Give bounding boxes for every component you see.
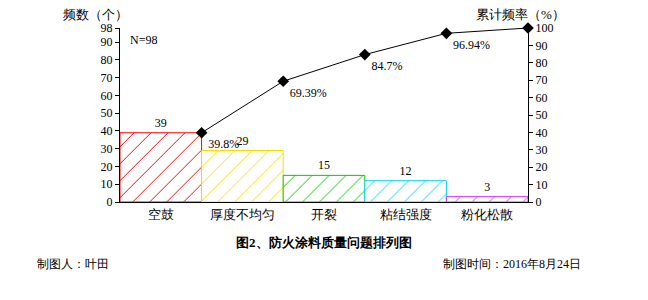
svg-text:粘结强度: 粘结强度 (380, 207, 432, 222)
svg-text:厚度不均匀: 厚度不均匀 (210, 207, 275, 222)
svg-text:50: 50 (535, 108, 547, 122)
svg-text:粉化松散: 粉化松散 (461, 207, 513, 222)
svg-text:开裂: 开裂 (311, 207, 337, 222)
svg-text:12: 12 (400, 164, 412, 178)
svg-text:39: 39 (155, 116, 167, 130)
svg-text:40: 40 (535, 126, 547, 140)
svg-text:80: 80 (101, 53, 113, 67)
svg-text:0: 0 (107, 195, 113, 209)
svg-text:84.7%: 84.7% (371, 59, 402, 73)
svg-text:制图人：叶田: 制图人：叶田 (37, 257, 109, 271)
svg-text:96.94%: 96.94% (453, 38, 490, 52)
svg-text:制图时间：2016年8月24日: 制图时间：2016年8月24日 (443, 257, 581, 271)
svg-text:图2、防火涂料质量问题排列图: 图2、防火涂料质量问题排列图 (236, 235, 412, 250)
svg-text:30: 30 (101, 142, 113, 156)
svg-text:100: 100 (535, 21, 553, 35)
svg-text:90: 90 (535, 39, 547, 53)
svg-text:98: 98 (101, 21, 113, 35)
svg-text:29: 29 (236, 134, 248, 148)
svg-text:50: 50 (101, 106, 113, 120)
svg-text:70: 70 (101, 71, 113, 85)
svg-text:30: 30 (535, 143, 547, 157)
svg-text:空鼓: 空鼓 (148, 207, 174, 222)
svg-text:70: 70 (535, 73, 547, 87)
svg-text:40: 40 (101, 124, 113, 138)
svg-text:15: 15 (318, 158, 330, 172)
svg-text:20: 20 (535, 160, 547, 174)
svg-text:频数（个）: 频数（个） (63, 7, 128, 22)
svg-text:69.39%: 69.39% (290, 86, 327, 100)
svg-text:N=98: N=98 (130, 33, 157, 47)
svg-text:10: 10 (101, 177, 113, 191)
svg-text:80: 80 (535, 56, 547, 70)
svg-text:90: 90 (101, 35, 113, 49)
svg-text:20: 20 (101, 160, 113, 174)
svg-text:60: 60 (101, 89, 113, 103)
svg-text:0: 0 (535, 195, 541, 209)
svg-text:累计频率（%）: 累计频率（%） (476, 7, 565, 22)
svg-text:60: 60 (535, 91, 547, 105)
svg-text:39.8%: 39.8% (208, 137, 239, 151)
svg-text:3: 3 (484, 180, 490, 194)
svg-text:10: 10 (535, 178, 547, 192)
